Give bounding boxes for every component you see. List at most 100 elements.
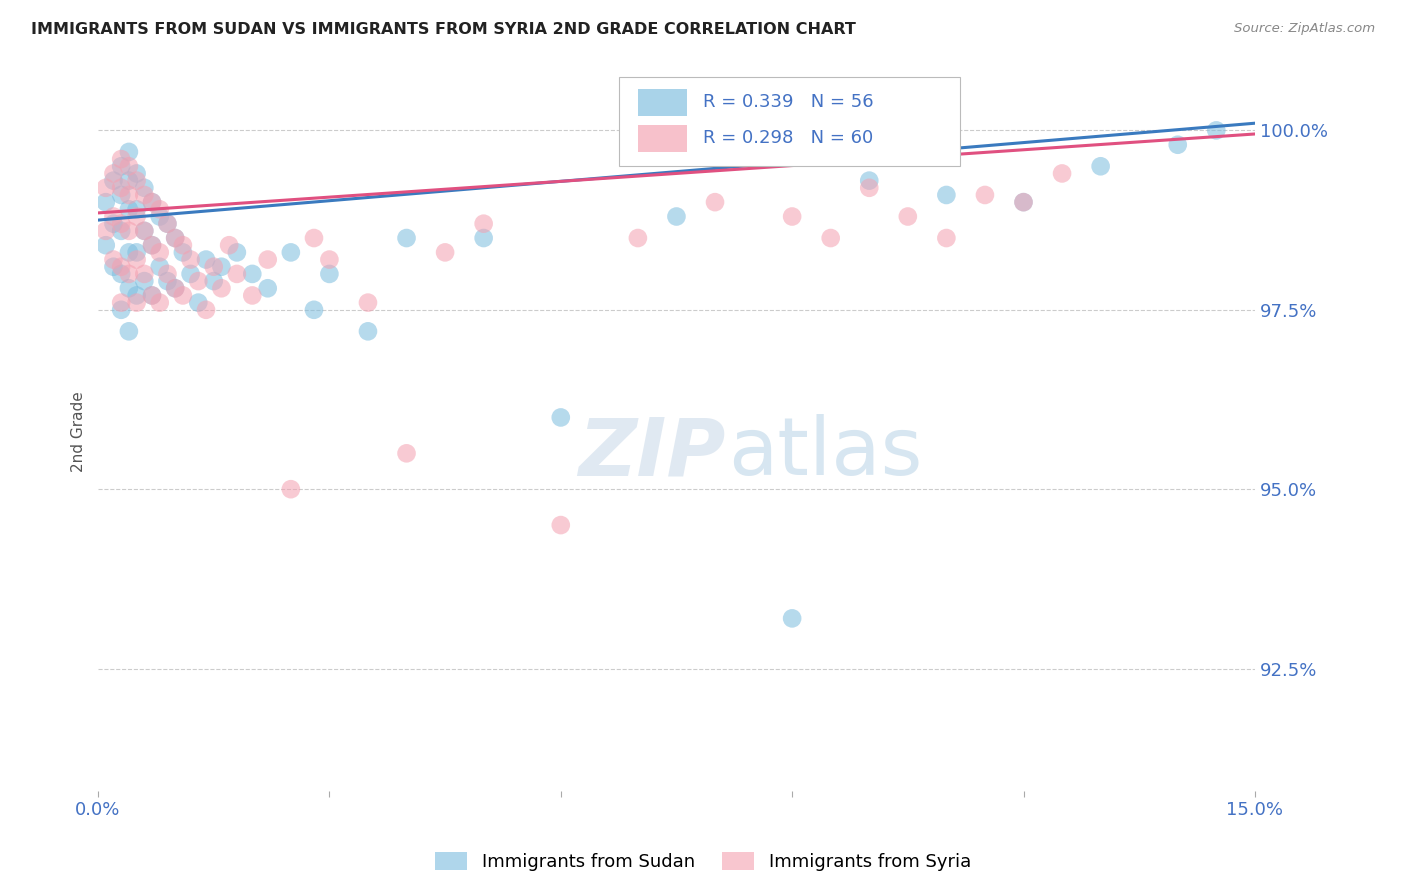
- Point: [434, 245, 457, 260]
- Point: [935, 188, 957, 202]
- Point: [118, 224, 141, 238]
- Point: [118, 145, 141, 159]
- Point: [209, 260, 232, 274]
- Point: [1205, 123, 1227, 137]
- Point: [165, 281, 187, 295]
- Point: [125, 252, 148, 267]
- Point: [218, 238, 240, 252]
- Text: Source: ZipAtlas.com: Source: ZipAtlas.com: [1234, 22, 1375, 36]
- Point: [110, 224, 132, 238]
- Point: [1167, 137, 1189, 152]
- Point: [395, 231, 418, 245]
- Point: [318, 252, 340, 267]
- Point: [94, 238, 117, 252]
- Point: [141, 238, 163, 252]
- Point: [110, 159, 132, 173]
- Point: [195, 302, 218, 317]
- Point: [134, 224, 156, 238]
- Point: [240, 267, 263, 281]
- Point: [472, 217, 495, 231]
- Point: [780, 611, 803, 625]
- Point: [149, 245, 172, 260]
- Point: [118, 245, 141, 260]
- Point: [103, 210, 125, 224]
- Point: [103, 217, 125, 231]
- Point: [149, 295, 172, 310]
- Point: [302, 231, 325, 245]
- Point: [110, 295, 132, 310]
- Point: [103, 252, 125, 267]
- Point: [156, 217, 179, 231]
- Point: [110, 267, 132, 281]
- Point: [125, 295, 148, 310]
- Point: [118, 281, 141, 295]
- Point: [256, 281, 278, 295]
- Point: [165, 231, 187, 245]
- Point: [103, 173, 125, 187]
- Point: [280, 245, 302, 260]
- Bar: [638, 126, 688, 152]
- Point: [180, 252, 202, 267]
- Point: [141, 288, 163, 302]
- Point: [1090, 159, 1112, 173]
- Point: [202, 274, 225, 288]
- Text: R = 0.298   N = 60: R = 0.298 N = 60: [703, 129, 873, 147]
- Point: [110, 181, 132, 195]
- Point: [156, 217, 179, 231]
- Point: [110, 302, 132, 317]
- Point: [103, 166, 125, 180]
- Bar: [638, 89, 688, 116]
- Point: [172, 245, 194, 260]
- Point: [103, 260, 125, 274]
- Point: [665, 210, 688, 224]
- Text: atlas: atlas: [728, 414, 922, 492]
- Point: [240, 288, 263, 302]
- Point: [94, 224, 117, 238]
- Point: [704, 195, 727, 210]
- Point: [1012, 195, 1035, 210]
- Point: [134, 267, 156, 281]
- Point: [318, 267, 340, 281]
- Point: [897, 210, 920, 224]
- Point: [209, 281, 232, 295]
- Point: [172, 288, 194, 302]
- Point: [141, 238, 163, 252]
- Point: [125, 288, 148, 302]
- Point: [395, 446, 418, 460]
- Point: [820, 231, 842, 245]
- Point: [1050, 166, 1073, 180]
- Point: [118, 202, 141, 217]
- Point: [110, 217, 132, 231]
- Point: [125, 202, 148, 217]
- Point: [125, 173, 148, 187]
- Point: [118, 267, 141, 281]
- Point: [118, 324, 141, 338]
- Point: [141, 288, 163, 302]
- Point: [256, 252, 278, 267]
- Point: [149, 210, 172, 224]
- Point: [156, 267, 179, 281]
- Point: [550, 410, 572, 425]
- Legend: Immigrants from Sudan, Immigrants from Syria: Immigrants from Sudan, Immigrants from S…: [427, 846, 979, 879]
- Text: ZIP: ZIP: [578, 414, 725, 492]
- Point: [550, 518, 572, 533]
- Point: [118, 173, 141, 187]
- Point: [202, 260, 225, 274]
- Point: [110, 152, 132, 166]
- Point: [280, 482, 302, 496]
- Point: [125, 166, 148, 180]
- Text: IMMIGRANTS FROM SUDAN VS IMMIGRANTS FROM SYRIA 2ND GRADE CORRELATION CHART: IMMIGRANTS FROM SUDAN VS IMMIGRANTS FROM…: [31, 22, 856, 37]
- FancyBboxPatch shape: [619, 77, 960, 166]
- Point: [118, 159, 141, 173]
- Point: [156, 274, 179, 288]
- Text: R = 0.339   N = 56: R = 0.339 N = 56: [703, 94, 873, 112]
- Point: [134, 274, 156, 288]
- Point: [141, 195, 163, 210]
- Point: [118, 188, 141, 202]
- Point: [187, 274, 209, 288]
- Point: [357, 295, 380, 310]
- Point: [357, 324, 380, 338]
- Point: [302, 302, 325, 317]
- Point: [225, 245, 247, 260]
- Point: [935, 231, 957, 245]
